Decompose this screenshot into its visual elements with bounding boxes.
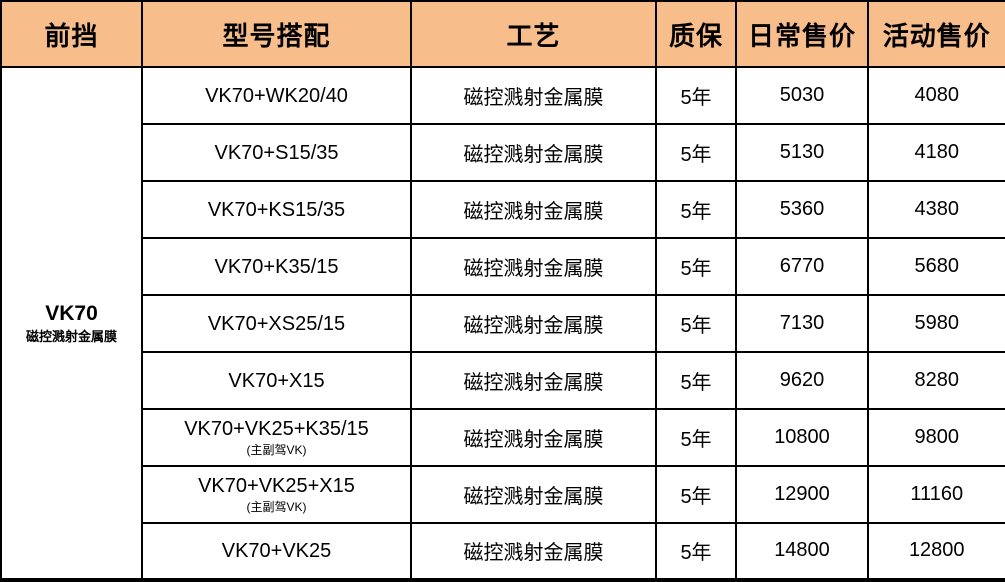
table-row: VK70+X15 磁控溅射金属膜 5年 9620 8280 xyxy=(1,351,1005,410)
header-promo-price: 活动售价 xyxy=(867,0,1005,68)
daily-price-cell: 9620 xyxy=(735,351,869,410)
daily-price-cell: 10800 xyxy=(735,408,869,467)
daily-price-cell: 5030 xyxy=(735,66,869,125)
craft-cell: 磁控溅射金属膜 xyxy=(410,66,657,125)
craft-cell: 磁控溅射金属膜 xyxy=(410,123,657,182)
header-daily-price: 日常售价 xyxy=(735,0,869,68)
model-cell: VK70+XS25/15 xyxy=(141,294,412,353)
daily-price-cell: 12900 xyxy=(735,465,869,524)
model-label: VK70+X15 xyxy=(228,369,325,392)
craft-cell: 磁控溅射金属膜 xyxy=(410,180,657,239)
model-label: VK70+VK25 xyxy=(221,539,332,562)
header-row: 前挡 型号搭配 工艺 质保 日常售价 活动售价 xyxy=(0,0,1005,68)
model-label: VK70+S15/35 xyxy=(214,141,339,164)
table-row: VK70+VK25+X15 (主副驾VK) 磁控溅射金属膜 5年 12900 1… xyxy=(1,465,1005,524)
promo-price-cell: 5980 xyxy=(867,294,1005,353)
warranty-cell: 5年 xyxy=(655,123,737,182)
promo-price-cell: 9800 xyxy=(867,408,1005,467)
model-note: (主副驾VK) xyxy=(246,442,307,457)
daily-price-cell: 14800 xyxy=(735,522,869,581)
model-label: VK70+VK25+K35/15 xyxy=(184,417,369,440)
daily-price-cell: 6770 xyxy=(735,237,869,296)
front-group-subtitle: 磁控溅射金属膜 xyxy=(25,328,117,344)
warranty-cell: 5年 xyxy=(655,237,737,296)
table-row: VK70+S15/35 磁控溅射金属膜 5年 5130 4180 xyxy=(1,123,1005,182)
model-label: VK70+VK25+X15 xyxy=(198,474,355,497)
model-cell: VK70+VK25 xyxy=(141,522,412,581)
warranty-cell: 5年 xyxy=(655,465,737,524)
daily-price-cell: 5130 xyxy=(735,123,869,182)
craft-cell: 磁控溅射金属膜 xyxy=(410,522,657,581)
table-row: VK70 磁控溅射金属膜 VK70+WK20/40 磁控溅射金属膜 5年 503… xyxy=(0,66,1005,581)
promo-price-cell: 4080 xyxy=(867,66,1005,125)
promo-price-cell: 4380 xyxy=(867,180,1005,239)
table-row: VK70+K35/15 磁控溅射金属膜 5年 6770 5680 xyxy=(1,237,1005,296)
promo-price-cell: 8280 xyxy=(867,351,1005,410)
craft-cell: 磁控溅射金属膜 xyxy=(410,237,657,296)
warranty-cell: 5年 xyxy=(655,66,737,125)
model-cell: VK70+VK25+K35/15 (主副驾VK) xyxy=(141,408,412,467)
model-label: VK70+WK20/40 xyxy=(205,84,348,107)
table-row: VK70+KS15/35 磁控溅射金属膜 5年 5360 4380 xyxy=(1,180,1005,239)
promo-price-cell: 5680 xyxy=(867,237,1005,296)
model-cell: VK70+WK20/40 xyxy=(141,66,412,125)
table-row: VK70+VK25 磁控溅射金属膜 5年 14800 12800 xyxy=(1,522,1005,581)
daily-price-cell: 7130 xyxy=(735,294,869,353)
warranty-cell: 5年 xyxy=(655,522,737,581)
header-model: 型号搭配 xyxy=(141,0,412,68)
model-note: (主副驾VK) xyxy=(246,499,307,514)
warranty-cell: 5年 xyxy=(655,408,737,467)
promo-price-cell: 4180 xyxy=(867,123,1005,182)
front-group-cell: VK70 磁控溅射金属膜 xyxy=(0,66,143,581)
header-front: 前挡 xyxy=(0,0,143,68)
warranty-cell: 5年 xyxy=(655,351,737,410)
craft-cell: 磁控溅射金属膜 xyxy=(410,351,657,410)
model-cell: VK70+VK25+X15 (主副驾VK) xyxy=(141,465,412,524)
daily-price-cell: 5360 xyxy=(735,180,869,239)
model-label: VK70+KS15/35 xyxy=(207,198,346,221)
craft-cell: 磁控溅射金属膜 xyxy=(410,294,657,353)
craft-cell: 磁控溅射金属膜 xyxy=(410,465,657,524)
model-label: VK70+K35/15 xyxy=(214,255,339,278)
promo-price-cell: 12800 xyxy=(867,522,1005,581)
model-cell: VK70+X15 xyxy=(141,351,412,410)
model-label: VK70+XS25/15 xyxy=(207,312,346,335)
promo-price-cell: 11160 xyxy=(867,465,1005,524)
model-cell: VK70+K35/15 xyxy=(141,237,412,296)
header-warranty: 质保 xyxy=(655,0,737,68)
model-cell: VK70+KS15/35 xyxy=(141,180,412,239)
craft-cell: 磁控溅射金属膜 xyxy=(410,408,657,467)
table-row: VK70+XS25/15 磁控溅射金属膜 5年 7130 5980 xyxy=(1,294,1005,353)
front-group-name: VK70 xyxy=(45,301,98,325)
model-cell: VK70+S15/35 xyxy=(141,123,412,182)
warranty-cell: 5年 xyxy=(655,180,737,239)
header-craft: 工艺 xyxy=(410,0,657,68)
table-row: VK70+VK25+K35/15 (主副驾VK) 磁控溅射金属膜 5年 1080… xyxy=(1,408,1005,467)
warranty-cell: 5年 xyxy=(655,294,737,353)
